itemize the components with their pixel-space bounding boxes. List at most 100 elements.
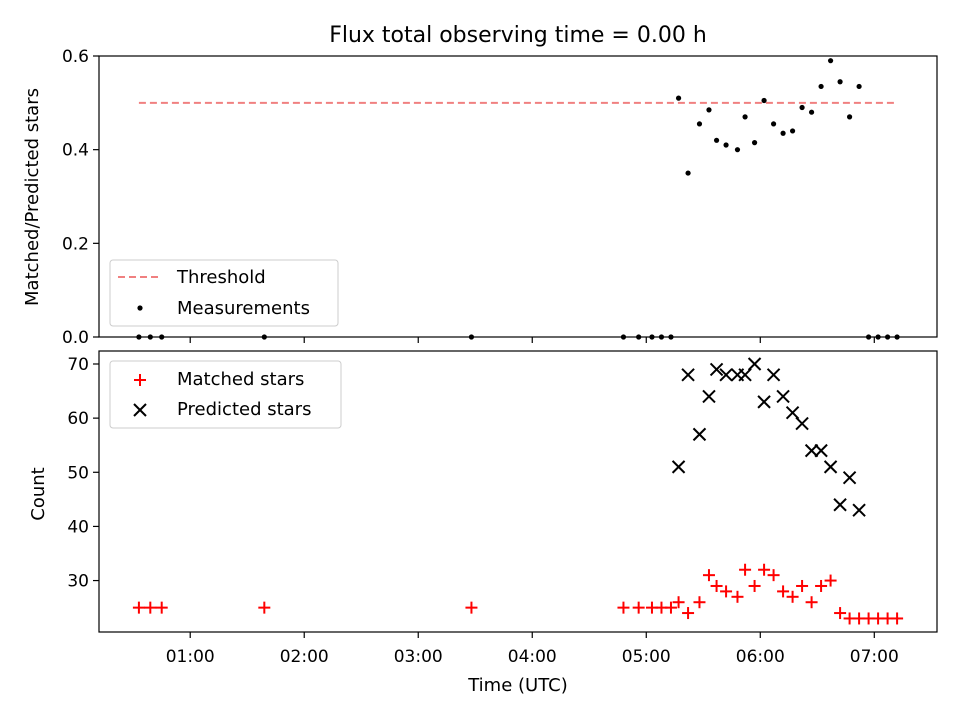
predicted-stars-point — [833, 498, 847, 512]
predicted-stars-point — [814, 443, 828, 458]
measurements-point — [675, 95, 682, 101]
matched-stars-point — [758, 563, 771, 576]
measurements-point — [884, 334, 891, 340]
matched-stars-point — [702, 569, 715, 582]
predicted-stars-point — [738, 368, 752, 382]
matched-stars-point — [767, 569, 780, 582]
matched-stars-point — [748, 579, 761, 592]
matched-stars-point — [632, 601, 645, 614]
y-tick-label: 60 — [67, 409, 89, 429]
ratio-y-ticks: 0.0 0.2 0.4 0.6 — [62, 47, 99, 348]
ratio-x-ticks — [189, 337, 875, 343]
count-panel: 30 40 50 60 70 01:00 02:00 03:00 04:00 05:00 06:0… — [28, 350, 938, 696]
measurements-point — [780, 130, 786, 136]
measurements-point — [875, 334, 881, 340]
measurements-point — [789, 128, 796, 134]
matched-stars-point — [465, 601, 478, 614]
measurements-point — [636, 334, 642, 340]
count-legend-box — [109, 360, 342, 429]
measurements-point — [706, 107, 712, 113]
predicted-stars-point — [709, 362, 724, 377]
predicted-stars-point — [852, 503, 866, 517]
measurements-point — [696, 121, 703, 127]
y-tick-label: 30 — [67, 572, 89, 592]
matched-stars-point — [796, 579, 809, 592]
predicted-stars-point — [804, 443, 819, 458]
matched-stars-point — [144, 601, 157, 614]
measurements-point — [261, 334, 267, 340]
matched-stars-point — [155, 601, 168, 614]
y-tick-label: 0.6 — [62, 47, 89, 67]
y-tick-label: 0.0 — [62, 328, 89, 348]
ratio-legend-box — [109, 259, 339, 327]
matched-legend-swatch — [134, 374, 146, 386]
predicted-stars-point — [795, 416, 809, 431]
count-x-ticks: 01:00 02:00 03:00 04:00 05:00 06:00 07:00 — [166, 632, 899, 667]
predicted-stars-point — [692, 427, 707, 442]
measurements-point — [668, 334, 674, 340]
measurements-point — [734, 147, 741, 153]
x-tick-label: 01:00 — [166, 647, 215, 667]
ratio-panel: 0.0 0.2 0.4 0.6 Matched/Predicted stars Thr… — [22, 47, 938, 348]
predicted-stars-point — [776, 389, 790, 404]
measurements-point — [620, 334, 627, 340]
measurements-point — [818, 83, 824, 90]
matched-stars-point — [664, 601, 677, 614]
x-axis-label: Time (UTC) — [467, 675, 568, 696]
predicted-stars-point — [747, 357, 762, 371]
measurements-point — [770, 121, 777, 127]
measurements-point — [799, 104, 805, 111]
x-tick-label: 07:00 — [850, 647, 899, 667]
measurements-point — [808, 109, 815, 115]
predicted-stars-point — [823, 460, 838, 474]
matched-stars-point — [824, 574, 837, 587]
measurements-point — [649, 334, 655, 340]
y-tick-label: 70 — [67, 355, 89, 375]
measurements-point — [856, 83, 862, 90]
measurements-point — [894, 334, 900, 340]
count-legend: Matched stars Predicted stars — [109, 360, 342, 429]
matched-stars-point — [693, 596, 706, 609]
x-tick-label: 03:00 — [394, 647, 443, 667]
predicted-stars-point — [719, 368, 733, 382]
matched-stars-point — [132, 601, 145, 614]
matched-stars-point — [815, 579, 828, 592]
matched-stars-point — [834, 607, 847, 620]
predicted-stars-point — [757, 395, 771, 409]
measurements-point — [159, 334, 165, 340]
matched-stars-point — [672, 596, 685, 609]
y-tick-label: 50 — [67, 463, 89, 483]
measurements-legend-swatch — [137, 305, 143, 311]
matched-stars-point — [777, 585, 790, 598]
count-y-axis-label: Count — [28, 467, 49, 520]
x-tick-label: 02:00 — [280, 647, 329, 667]
count-y-ticks: 30 40 50 60 70 — [67, 355, 99, 592]
predicted-stars-point — [766, 368, 781, 382]
figure-title: Flux total observing time = 0.00 h — [329, 23, 707, 48]
y-tick-label: 0.4 — [62, 141, 89, 161]
measurements-point — [723, 142, 729, 148]
matched-stars-point — [731, 590, 744, 603]
measurements-point — [468, 334, 475, 340]
matched-stars-point — [891, 612, 904, 625]
threshold-legend-label: Threshold — [176, 267, 266, 288]
measurements-point — [761, 97, 767, 104]
measurements-point — [713, 137, 720, 143]
predicted-stars-point — [842, 470, 857, 485]
ratio-y-axis-label: Matched/Predicted stars — [22, 88, 43, 306]
matched-stars-point — [805, 596, 818, 609]
x-tick-label: 06:00 — [736, 647, 785, 667]
predicted-stars-point — [785, 406, 800, 420]
matched-stars-point — [739, 563, 752, 576]
matched-stars-point — [720, 585, 733, 598]
measurement-points — [136, 58, 900, 340]
ratio-legend: Threshold Measurements — [109, 259, 339, 327]
matched-legend-label: Matched stars — [177, 369, 304, 390]
predicted-stars-point — [702, 389, 716, 404]
measurements-point — [827, 58, 834, 64]
measurements-point — [685, 170, 691, 176]
measurements-point — [837, 79, 843, 85]
matched-stars-point — [617, 601, 630, 614]
measurements-point — [751, 140, 758, 146]
measurements-point — [147, 334, 153, 340]
